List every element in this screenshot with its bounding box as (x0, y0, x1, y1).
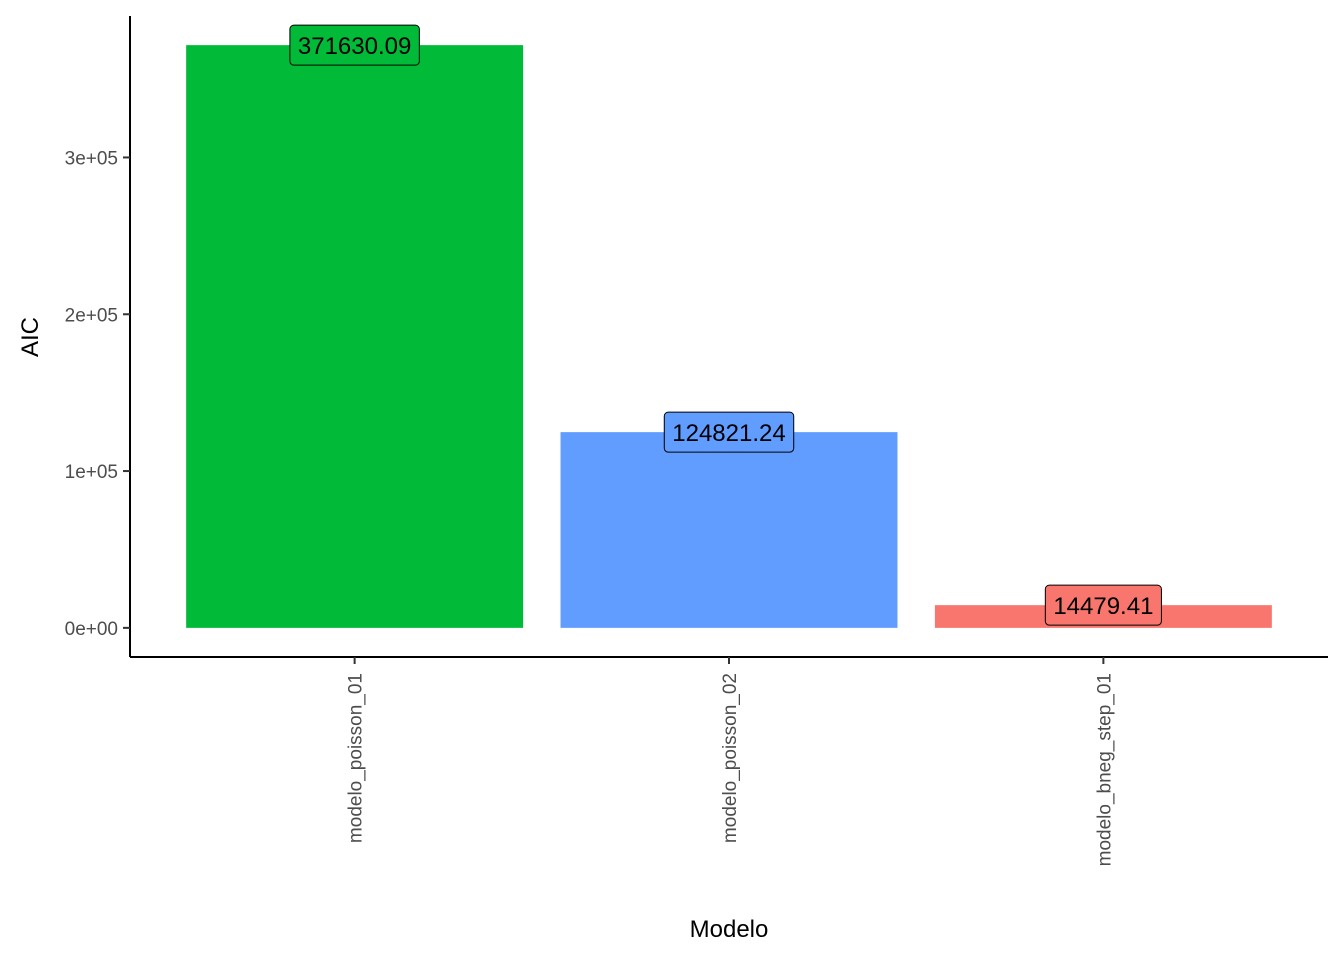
x-tick-label-modelo_poisson_02: modelo_poisson_02 (720, 673, 741, 843)
data-label-text: 371630.09 (298, 33, 411, 60)
y-tick-label: 1e+05 (65, 462, 118, 483)
y-tick-label: 0e+00 (65, 619, 118, 640)
data-label-modelo_poisson_02: 124821.24 (663, 411, 795, 453)
data-label-modelo_poisson_01: 371630.09 (289, 24, 420, 66)
x-axis: modelo_poisson_01 modelo_poisson_02 modelo… (130, 656, 1328, 866)
bars-group (186, 45, 1272, 628)
x-tick-label-modelo_poisson_01: modelo_poisson_01 (346, 673, 367, 843)
data-labels-group: 371630.09 124821.24 14479.41 (289, 24, 1162, 626)
bar-modelo_poisson_01 (186, 45, 524, 628)
data-label-box (663, 411, 795, 453)
y-tick-label: 2e+05 (65, 305, 118, 326)
x-tick-label-modelo_bneg_step_01: modelo_bneg_step_01 (1094, 673, 1115, 866)
y-axis: 0e+00 1e+05 2e+05 3e+05 (65, 16, 131, 657)
bar-modelo_poisson_02 (560, 432, 898, 628)
data-label-text: 124821.24 (672, 420, 785, 447)
x-axis-title: Modelo (690, 916, 769, 943)
y-tick-label: 3e+05 (65, 148, 118, 169)
data-label-box (289, 24, 420, 66)
data-label-text: 14479.41 (1053, 593, 1153, 620)
data-label-box (1044, 584, 1162, 626)
data-label-modelo_bneg_step_01: 14479.41 (1044, 584, 1162, 626)
y-axis-title: AIC (17, 317, 44, 357)
